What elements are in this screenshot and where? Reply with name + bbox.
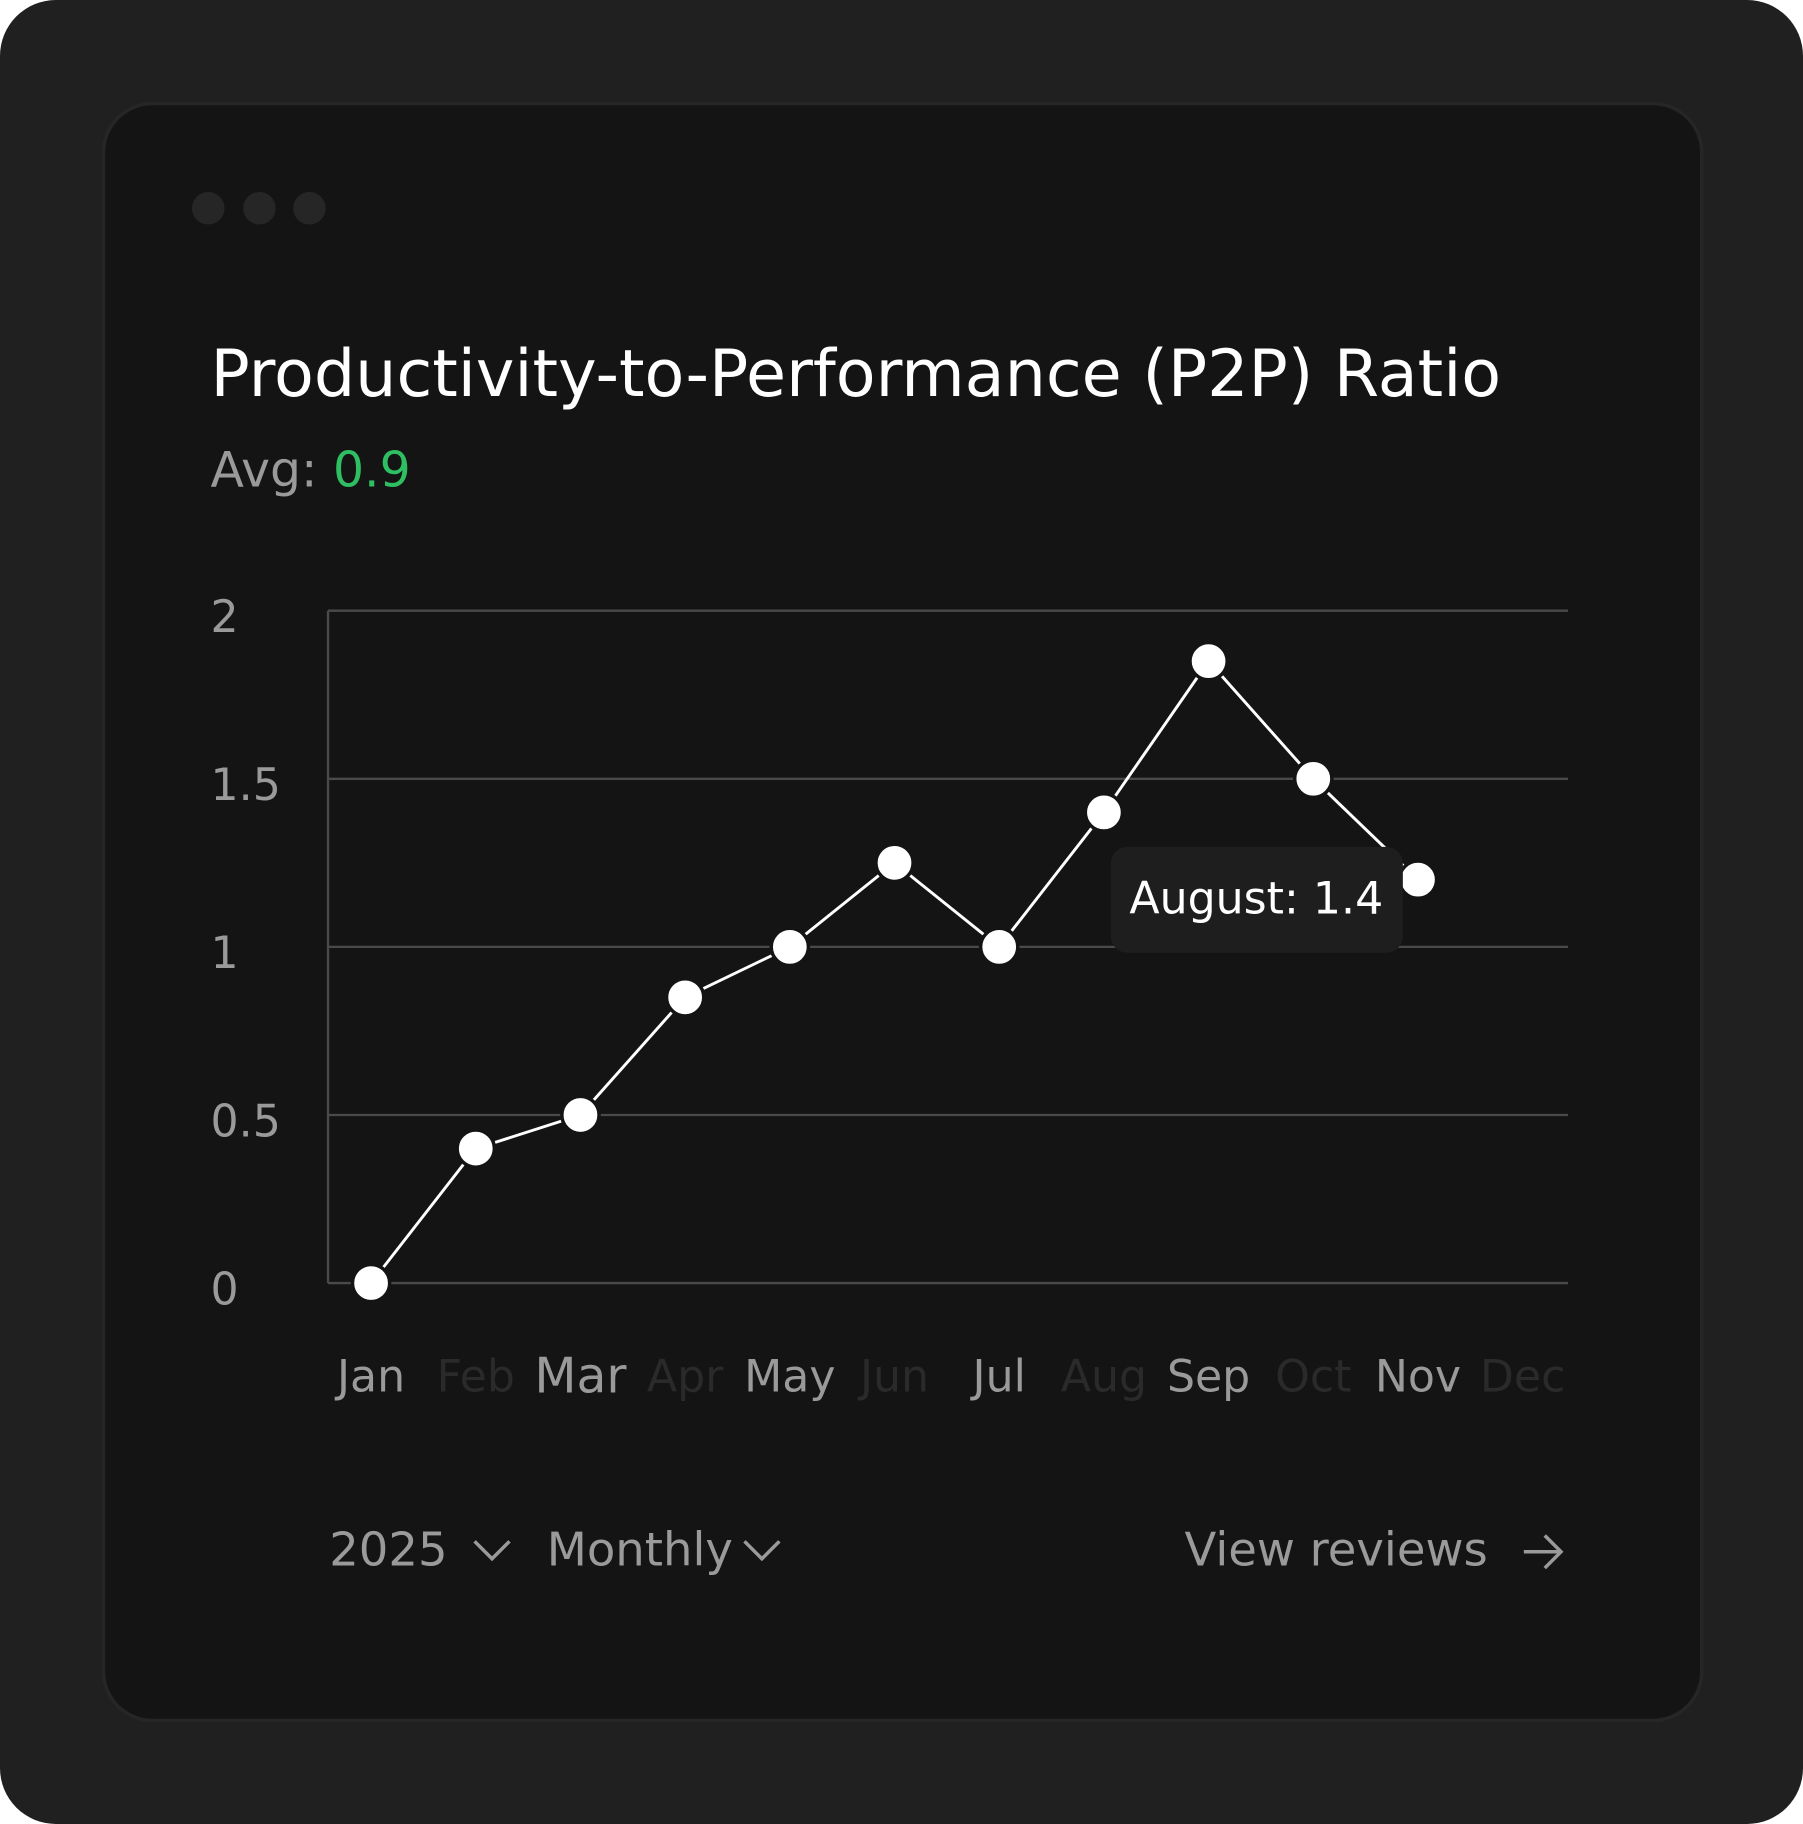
year-select[interactable]: 2025 — [329, 1522, 447, 1576]
tooltip — [1110, 846, 1403, 953]
point — [350, 1262, 392, 1304]
chart-title: Productivity-to-Performance (P2P) Ratio — [211, 337, 1502, 412]
y-tick-label: 0 — [211, 1264, 239, 1315]
window-dot — [293, 191, 326, 225]
x-tick-label: Sep — [1167, 1352, 1250, 1403]
period-select[interactable]: Monthly — [547, 1522, 733, 1576]
x-tick-label: Nov — [1375, 1352, 1461, 1403]
x-tick-label: Dec — [1480, 1352, 1566, 1403]
y-tick-label: 2 — [211, 592, 239, 643]
window-dot — [191, 191, 225, 225]
window-dot — [243, 191, 276, 225]
tooltip-text: August: 1.4 — [1129, 874, 1383, 925]
x-tick-label: Mar — [534, 1348, 627, 1405]
point — [1292, 758, 1334, 800]
point — [560, 1094, 601, 1136]
view-reviews-link[interactable]: View reviews — [1185, 1522, 1488, 1576]
point — [1397, 859, 1439, 901]
y-tick-label: 0.5 — [211, 1096, 281, 1147]
card — [101, 101, 1704, 1723]
average-value: 0.9 — [333, 441, 411, 498]
average: Avg: 0.9 — [211, 441, 411, 498]
chevron[interactable] — [743, 1540, 781, 1562]
arrow-icon[interactable] — [1523, 1534, 1564, 1570]
point — [769, 926, 811, 968]
point — [455, 1128, 497, 1169]
x-tick-label: Aug — [1061, 1352, 1147, 1403]
y-tick-label: 1.5 — [211, 760, 281, 811]
x-tick-label: Feb — [437, 1352, 515, 1403]
average-label: Avg: — [211, 441, 318, 498]
point — [664, 976, 706, 1018]
x-tick-label: Apr — [647, 1352, 724, 1403]
y-tick-label: 1 — [211, 928, 239, 979]
x-tick-label: Jan — [334, 1352, 405, 1403]
point — [1188, 640, 1229, 682]
plot: 0 0.5 1 1.5 2 Jan Feb Mar Apr May Jun Jul Aug Sep Oct N… — [211, 592, 1569, 1405]
x-tick-label: Jun — [857, 1352, 929, 1403]
x-tick-label: May — [744, 1352, 835, 1403]
x-tick-label: Oct — [1275, 1352, 1351, 1403]
point — [978, 926, 1020, 968]
point — [1083, 792, 1125, 833]
chevron[interactable] — [473, 1540, 511, 1562]
x-tick-label: Jul — [970, 1352, 1026, 1403]
point — [874, 842, 915, 884]
